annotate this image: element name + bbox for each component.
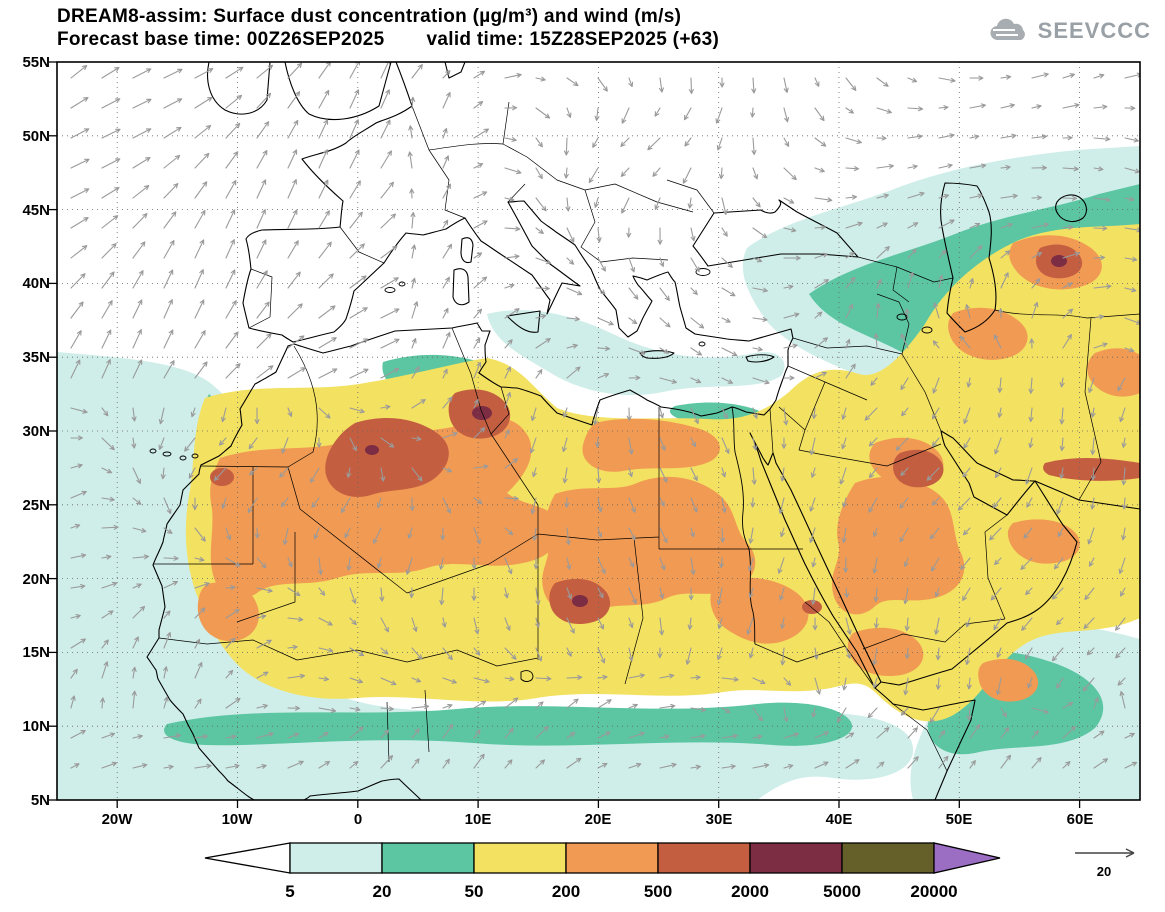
lon-axis-label: 30E: [706, 811, 733, 828]
colorbar-segment: [749, 842, 843, 874]
wind-reference-label: 20: [1097, 864, 1111, 879]
lat-axis-label: 45N: [22, 202, 50, 219]
lat-axis-label: 10N: [22, 718, 50, 735]
colorbar-segment: [841, 842, 935, 874]
colorbar-label: 20000: [910, 882, 957, 901]
coastline-layer: [146, 62, 1140, 800]
lat-axis-label: 25N: [22, 497, 50, 514]
colorbar-label: 200: [552, 882, 580, 901]
colorbar-arrow-low: [204, 842, 291, 874]
page-title: DREAM8-assim: Surface dust concentration…: [57, 6, 682, 27]
lon-axis-label: 20W: [102, 811, 134, 828]
dust-level-orange-layer: [197, 235, 1140, 702]
colorbar-label: 50: [465, 882, 484, 901]
colorbar-segment: [565, 842, 659, 874]
colorbar: 5 20 50 200 500 2000 5000 20000: [204, 842, 1001, 901]
colorbar-label: 2000: [731, 882, 769, 901]
axis-ticks: [49, 61, 1081, 808]
title-block: DREAM8-assim: Surface dust concentration…: [57, 6, 719, 51]
colorbar-segment: [289, 842, 383, 874]
lat-axis: 55N 50N 45N 40N 35N 30N 25N 20N 15N 10N …: [22, 54, 50, 809]
colorbar-arrow-high: [933, 842, 1001, 874]
colorbar-segment: [381, 842, 475, 874]
colorbar-label: 500: [644, 882, 672, 901]
lat-axis-label: 20N: [22, 571, 50, 588]
lat-axis-label: 40N: [22, 275, 50, 292]
lat-axis-label: 55N: [22, 54, 50, 71]
lon-axis: 20W 10W 0 10E 20E 30E 40E 50E 60E: [102, 811, 1094, 828]
lon-axis-label: 40E: [826, 811, 853, 828]
dust-level-maroon-layer: [365, 255, 1067, 607]
cloud-icon: [990, 18, 1025, 41]
lon-axis-label: 20E: [585, 811, 612, 828]
lat-axis-label: 35N: [22, 349, 50, 366]
lon-axis-label: 50E: [946, 811, 973, 828]
colorbar-label: 5000: [823, 882, 861, 901]
colorbar-segment: [473, 842, 567, 874]
seevccc-logo: SEEVCCC: [986, 16, 1151, 46]
forecast-base-time: Forecast base time: 00Z26SEP2025: [57, 29, 385, 50]
colorbar-segment: [657, 842, 751, 874]
lat-axis-label: 15N: [22, 644, 50, 661]
wind-reference: 20: [1075, 848, 1135, 879]
colorbar-label: 5: [285, 882, 294, 901]
lon-axis-label: 10W: [222, 811, 254, 828]
lon-axis-label: 10E: [465, 811, 492, 828]
colorbar-label: 20: [373, 882, 392, 901]
country-borders-layer: [153, 101, 1140, 772]
lat-axis-label: 50N: [22, 128, 50, 145]
wind-arrows-layer: [70, 62, 1140, 770]
lon-axis-label: 0: [354, 811, 362, 828]
wind-reference-arrow: [1075, 848, 1135, 858]
lon-axis-label: 60E: [1067, 811, 1094, 828]
logo-text: SEEVCCC: [1037, 18, 1151, 43]
lat-axis-label: 30N: [22, 423, 50, 440]
lat-axis-label: 5N: [31, 792, 50, 809]
page-subtitle: Forecast base time: 00Z26SEP2025 valid ti…: [57, 29, 719, 51]
valid-time: valid time: 15Z28SEP2025 (+63): [426, 29, 720, 50]
